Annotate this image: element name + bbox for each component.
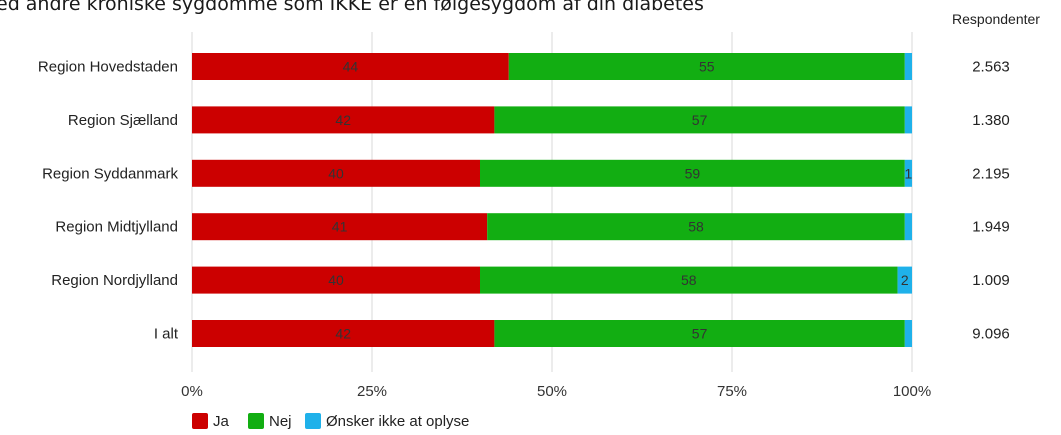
respondents-value: 2.195	[972, 165, 1010, 182]
bar-segment	[192, 106, 495, 134]
bar-groups: Region Hovedstaden 44 55 2.563 Region Sjælla…	[38, 53, 1010, 347]
respondents-header: Respondenter	[952, 11, 1040, 27]
respondents-value: 2.563	[972, 59, 1010, 76]
category-label: Region Midtjylland	[55, 219, 178, 236]
legend-item: Ønsker ikke at oplyse	[305, 413, 469, 430]
grid-lines	[191, 32, 913, 372]
x-axis: 0% 25% 50% 75% 100%	[181, 383, 931, 400]
bar-row: Region Sjælland 42 57 1.380	[68, 106, 1010, 134]
bar-segment	[192, 320, 495, 347]
category-label: Region Hovedstaden	[38, 59, 178, 76]
respondents-value: 1.380	[972, 112, 1010, 129]
bar-segment	[480, 266, 898, 294]
legend-item: Nej	[248, 413, 292, 430]
bar-segment	[192, 266, 480, 294]
category-label: Region Syddanmark	[42, 165, 178, 182]
bar-row: Region Midtjylland 41 58 1.949	[55, 213, 1010, 241]
bar-segment	[904, 53, 912, 80]
bar-row: I alt 42 57 9.096	[154, 320, 1010, 347]
data-label: 44	[343, 59, 359, 75]
bar-segment	[192, 53, 509, 80]
x-tick-label: 100%	[893, 383, 931, 400]
legend-swatch	[192, 413, 208, 429]
data-label: 2	[901, 272, 909, 288]
bar-segment	[904, 159, 912, 187]
bar-segment	[494, 106, 905, 134]
data-label: 58	[688, 219, 704, 235]
legend: Ja Nej Ønsker ikke at oplyse	[192, 413, 469, 430]
bar-segment	[192, 159, 480, 187]
bar-segment	[494, 320, 905, 347]
legend-item: Ja	[192, 413, 230, 430]
data-label: 57	[692, 112, 708, 128]
x-tick-label: 75%	[717, 383, 747, 400]
data-label: 40	[328, 272, 344, 288]
bar-segment	[904, 320, 912, 347]
x-tick-label: 0%	[181, 383, 203, 400]
bar-segment	[904, 106, 912, 134]
data-label: 57	[692, 326, 708, 342]
data-label: 41	[332, 219, 348, 235]
bar-row: Region Syddanmark 40 59 1 2.195	[42, 159, 1010, 187]
x-tick-label: 25%	[357, 383, 387, 400]
category-label: I alt	[154, 326, 179, 343]
bar-segment	[192, 213, 488, 241]
legend-label: Ja	[213, 413, 230, 430]
respondents-value: 9.096	[972, 326, 1010, 343]
bar-segment	[904, 213, 912, 241]
bar-row: Region Hovedstaden 44 55 2.563	[38, 53, 1010, 80]
respondents-value: 1.009	[972, 272, 1010, 289]
x-tick-label: 50%	[537, 383, 567, 400]
bar-segment	[508, 53, 905, 80]
data-label: 1	[905, 165, 913, 181]
data-label: 42	[335, 112, 351, 128]
bar-segment	[480, 159, 905, 187]
legend-swatch	[248, 413, 264, 429]
legend-label: Nej	[269, 413, 292, 430]
respondents-value: 1.949	[972, 219, 1010, 236]
legend-label: Ønsker ikke at oplyse	[326, 413, 469, 430]
bar-row: Region Nordjylland 40 58 2 1.009	[51, 266, 1010, 294]
bar-segment	[487, 213, 905, 241]
data-label: 58	[681, 272, 697, 288]
data-label: 40	[328, 165, 344, 181]
legend-swatch	[305, 413, 321, 429]
data-label: 55	[699, 59, 715, 75]
category-label: Region Nordjylland	[51, 272, 178, 289]
data-label: 59	[685, 165, 701, 181]
data-label: 42	[335, 326, 351, 342]
category-label: Region Sjælland	[68, 112, 178, 129]
bar-segment	[897, 266, 912, 294]
chart-title: ed andre kroniske sygdomme som IKKE er e…	[0, 0, 704, 15]
